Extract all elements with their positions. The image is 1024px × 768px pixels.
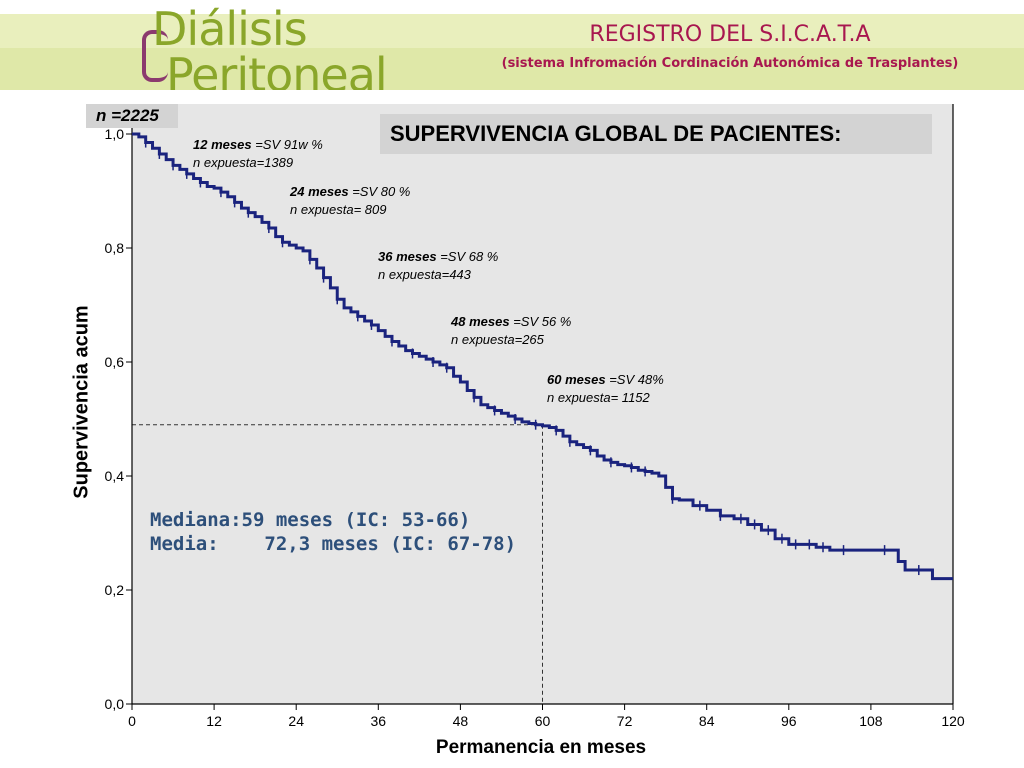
annotation-60-months: 60 meses =SV 48% n expuesta= 1152 [547, 371, 664, 407]
dialisis-peritoneal-logo: Diálisis Peritoneal [138, 4, 438, 90]
x-tick-label: 108 [859, 713, 883, 729]
mean-stat: Media: 72,3 meses (IC: 67-78) [150, 533, 517, 555]
annotation-24-months: 24 meses =SV 80 % n expuesta= 809 [290, 183, 410, 219]
survival-curve [132, 132, 953, 581]
plot-area [132, 104, 953, 704]
x-tick-label: 72 [617, 713, 633, 729]
sample-size-label: n =2225 [86, 104, 178, 128]
annotation-sv: =SV 80 % [352, 184, 411, 199]
annotation-sv: =SV 56 % [513, 314, 572, 329]
y-tick-label: 1,0 [105, 126, 125, 142]
annotation-months: 60 meses [547, 372, 606, 387]
y-tick-label: 0,2 [105, 582, 125, 598]
logo-mark-icon [142, 30, 168, 82]
annotation-12-months: 12 meses =SV 91w % n expuesta=1389 [193, 136, 323, 172]
annotation-exposed: n expuesta= 1152 [547, 390, 650, 405]
x-tick-label: 120 [941, 713, 965, 729]
x-tick-label: 60 [535, 713, 551, 729]
annotation-sv: =SV 48% [609, 372, 664, 387]
annotation-exposed: n expuesta=265 [451, 332, 544, 347]
annotation-months: 48 meses [451, 314, 510, 329]
annotation-sv: =SV 91w % [255, 137, 323, 152]
annotation-sv: =SV 68 % [440, 249, 499, 264]
x-axis-title: Permanencia en meses [435, 737, 647, 758]
annotation-48-months: 48 meses =SV 56 % n expuesta=265 [451, 313, 571, 349]
annotation-36-months: 36 meses =SV 68 % n expuesta=443 [378, 248, 498, 284]
annotation-exposed: n expuesta=443 [378, 267, 471, 282]
annotation-months: 12 meses [193, 137, 252, 152]
x-tick-label: 12 [206, 713, 222, 729]
y-tick-label: 0,0 [105, 696, 125, 712]
x-tick-label: 96 [781, 713, 797, 729]
chart-title: SUPERVIVENCIA GLOBAL DE PACIENTES: [380, 114, 932, 154]
y-tick-label: 0,8 [105, 240, 125, 256]
registry-subtitle: (sistema Infromación Cordinación Autonóm… [501, 56, 959, 71]
header-band-top [0, 14, 1024, 48]
x-tick-label: 0 [128, 713, 136, 729]
annotation-months: 36 meses [378, 249, 437, 264]
survival-statistics: Mediana:59 meses (IC: 53-66) Media: 72,3 … [150, 508, 516, 556]
logo-text-line1: Diálisis [152, 4, 308, 56]
x-tick-label: 36 [371, 713, 387, 729]
annotation-exposed: n expuesta= 809 [290, 202, 387, 217]
logo-text-line2: Peritoneal [166, 48, 388, 90]
y-tick-label: 0,6 [105, 354, 125, 370]
annotation-months: 24 meses [290, 184, 349, 199]
annotation-exposed: n expuesta=1389 [193, 155, 294, 170]
median-stat: Mediana:59 meses (IC: 53-66) [150, 509, 471, 531]
x-tick-label: 84 [699, 713, 715, 729]
registry-title: REGISTRO DEL S.I.C.A.T.A [589, 22, 871, 47]
y-axis-title: Supervivencia acum [70, 305, 93, 499]
y-tick-label: 0,4 [105, 468, 125, 484]
x-tick-label: 48 [453, 713, 469, 729]
x-tick-label: 24 [288, 713, 304, 729]
